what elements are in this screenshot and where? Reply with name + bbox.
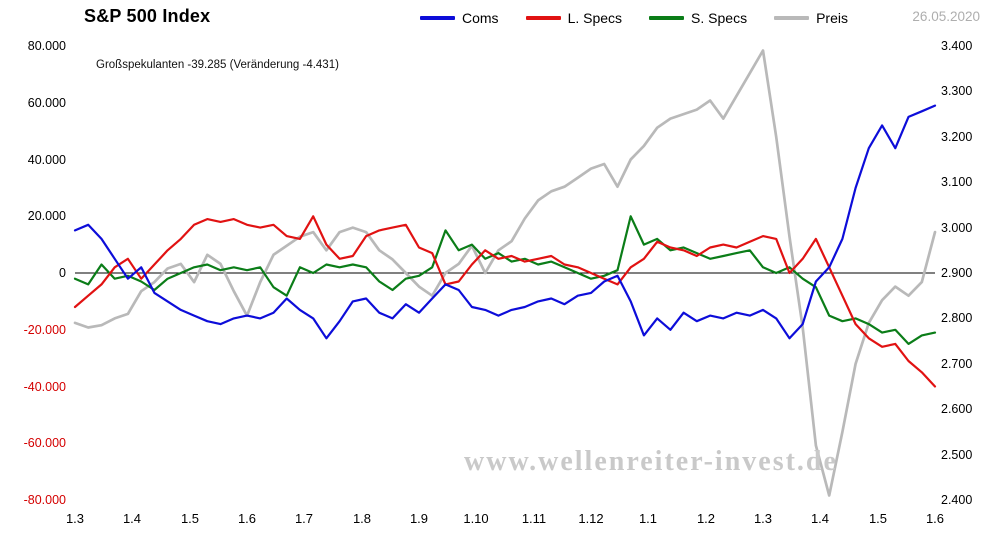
right-axis-tick-label: 3.400	[941, 39, 973, 53]
x-axis-tick-label: 1.1	[638, 511, 658, 526]
series-line-coms	[73, 104, 937, 340]
legend-line-swatch-icon	[420, 16, 455, 20]
right-axis-tick-label: 3.300	[941, 84, 973, 98]
left-axis-tick-label: 40.000	[27, 153, 66, 167]
right-axis-tick-label: 3.200	[941, 130, 973, 144]
x-axis-tick-label: 1.6	[237, 511, 257, 526]
x-axis-tick-label: 1.3	[753, 511, 773, 526]
left-axis-tick-label: -40.000	[23, 380, 66, 394]
left-axis-tick-label: 20.000	[27, 209, 66, 223]
legend-item: Coms	[420, 10, 499, 26]
x-axis-tick-label: 1.5	[868, 511, 888, 526]
watermark: www.wellenreiter-invest.de	[464, 446, 838, 477]
series-line-preis	[73, 49, 937, 497]
x-axis-tick-label: 1.11	[521, 511, 547, 526]
x-axis-tick-label: 1.7	[294, 511, 314, 526]
x-axis-tick-label: 1.10	[463, 511, 489, 526]
page-title: S&P 500 Index	[84, 6, 211, 26]
right-axis-tick-label: 2.900	[941, 266, 973, 280]
right-axis-tick-label: 2.800	[941, 311, 973, 325]
x-axis-tick-label: 1.2	[696, 511, 716, 526]
x-axis-tick-label: 1.8	[352, 511, 372, 526]
legend-line-swatch-icon	[774, 16, 810, 20]
x-axis-tick-label: 1.9	[409, 511, 429, 526]
legend-item: S. Specs	[649, 10, 747, 26]
legend-label: Preis	[816, 10, 848, 26]
x-axis-tick-label: 1.4	[810, 511, 830, 526]
series-line-l-specs	[73, 215, 937, 388]
legend-label: L. Specs	[567, 10, 623, 26]
right-axis-tick-label: 2.700	[941, 357, 973, 371]
right-axis-tick-label: 2.400	[941, 493, 973, 507]
x-axis-tick-label: 1.12	[578, 511, 604, 526]
legend-item: Preis	[774, 10, 848, 26]
right-axis-tick-label: 3.100	[941, 175, 973, 189]
series-line-s-specs	[73, 215, 937, 345]
legend-line-swatch-icon	[525, 16, 561, 20]
right-axis-tick-label: 3.000	[941, 221, 973, 235]
chart-legend: Coms L. Specs S. Specs Preis	[420, 10, 848, 26]
x-axis-tick-label: 1.6	[925, 511, 945, 526]
left-axis-tick-label: -20.000	[23, 323, 66, 337]
x-axis-tick-label: 1.3	[65, 511, 85, 526]
report-date: 26.05.2020	[912, 9, 980, 24]
right-axis-tick-label: 2.600	[941, 402, 973, 416]
chart-subtitle: Großspekulanten -39.285 (Veränderung -4.…	[96, 59, 339, 71]
x-axis-tick-label: 1.4	[122, 511, 142, 526]
left-axis-tick-label: -80.000	[23, 493, 66, 507]
left-axis-tick-label: 80.000	[27, 39, 66, 53]
x-axis-tick-label: 1.5	[180, 511, 200, 526]
left-axis-tick-label: 60.000	[27, 96, 66, 110]
legend-line-swatch-icon	[649, 16, 685, 20]
left-axis-tick-label: -60.000	[23, 436, 66, 450]
legend-item: L. Specs	[525, 10, 623, 26]
left-axis-tick-label: 0	[59, 266, 66, 280]
right-axis-tick-label: 2.500	[941, 448, 973, 462]
legend-label: Coms	[462, 10, 499, 26]
legend-label: S. Specs	[691, 10, 748, 26]
